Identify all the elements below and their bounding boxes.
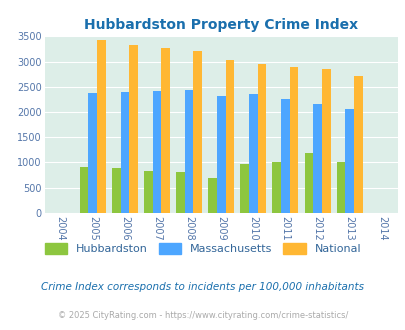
Bar	[88, 93, 97, 213]
Bar	[112, 168, 120, 213]
Bar	[208, 178, 216, 213]
Text: Crime Index corresponds to incidents per 100,000 inhabitants: Crime Index corresponds to incidents per…	[41, 282, 364, 292]
Legend: Hubbardston, Massachusetts, National: Hubbardston, Massachusetts, National	[40, 238, 365, 258]
Bar	[97, 40, 106, 213]
Bar	[304, 153, 313, 213]
Bar	[161, 49, 170, 213]
Bar	[144, 172, 152, 213]
Bar	[336, 162, 345, 213]
Bar	[184, 89, 193, 213]
Bar	[152, 91, 161, 213]
Bar	[176, 173, 184, 213]
Bar	[345, 110, 353, 213]
Bar	[353, 76, 362, 213]
Bar	[281, 99, 289, 213]
Bar	[120, 92, 129, 213]
Bar	[80, 167, 88, 213]
Title: Hubbardston Property Crime Index: Hubbardston Property Crime Index	[84, 18, 358, 32]
Text: © 2025 CityRating.com - https://www.cityrating.com/crime-statistics/: © 2025 CityRating.com - https://www.city…	[58, 311, 347, 320]
Bar	[193, 51, 202, 213]
Bar	[216, 96, 225, 213]
Bar	[240, 164, 248, 213]
Bar	[321, 69, 330, 213]
Bar	[257, 64, 266, 213]
Bar	[248, 94, 257, 213]
Bar	[289, 67, 298, 213]
Bar	[313, 104, 321, 213]
Bar	[129, 45, 138, 213]
Bar	[272, 162, 281, 213]
Bar	[225, 59, 234, 213]
